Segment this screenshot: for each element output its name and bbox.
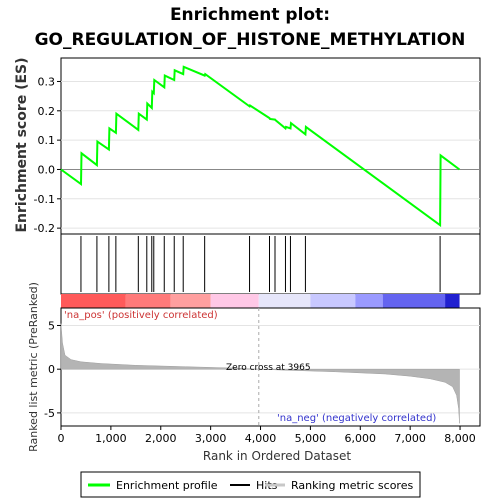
ranking-bar-segment [445, 294, 460, 308]
es-y-tick-label: -0.1 [34, 193, 55, 206]
chart-title-line1: Enrichment plot: [170, 5, 330, 25]
es-panel-frame [60, 57, 481, 235]
x-tick-label: 7,000 [394, 432, 426, 445]
es-y-tick-label: 0.0 [38, 163, 56, 176]
legend-enrichment-label: Enrichment profile [116, 479, 218, 492]
es-y-tick-label: 0.1 [38, 134, 56, 147]
positive-correlation-label: 'na_pos' (positively correlated) [64, 310, 218, 321]
ranking-metric-area [60, 323, 460, 424]
metric-y-tick-label: 0 [48, 363, 55, 376]
hits-panel-frame [60, 233, 481, 295]
metric-y-tick-label: 5 [48, 319, 55, 332]
metric-y-tick-label: -5 [44, 407, 55, 420]
legend-frame [80, 471, 421, 498]
hits-lines [80, 236, 441, 292]
ranking-bar-segment [61, 294, 126, 308]
metric-x-axis: 0 1,000 2,000 3,000 4,000 5,000 6,000 7,000 8,00… [58, 426, 476, 445]
es-y-axis: -0.2 -0.1 0.0 0.1 0.2 0.3 [34, 75, 61, 235]
es-y-axis-label: Enrichment score (ES) [14, 57, 30, 232]
x-tick-label: 5,000 [295, 432, 327, 445]
x-tick-label: 1,000 [95, 432, 127, 445]
x-tick-label: 0 [58, 432, 65, 445]
ranking-bar-segment [310, 294, 356, 308]
x-tick-label: 2,000 [145, 432, 177, 445]
es-y-tick-label: -0.2 [34, 222, 55, 235]
ranking-bar-segment [125, 294, 171, 308]
ranking-color-bar [61, 294, 460, 308]
legend: Enrichment profile Hits Ranking metric s… [80, 471, 421, 498]
es-gridlines [61, 80, 480, 229]
x-tick-label: 4,000 [245, 432, 277, 445]
enrichment-profile-line [60, 65, 461, 228]
es-y-tick-label: 0.3 [38, 75, 56, 88]
metric-y-axis-label: Ranked list metric (PreRanked) [27, 282, 40, 452]
x-tick-label: 3,000 [195, 432, 227, 445]
zero-cross-label: Zero cross at 3965 [226, 363, 311, 373]
x-tick-label: 8,000 [444, 432, 476, 445]
ranking-bar-segment [210, 294, 259, 308]
metric-y-axis: -5 0 5 [44, 319, 61, 420]
ranking-bar-segment [258, 294, 311, 308]
x-axis-label: Rank in Ordered Dataset [203, 449, 351, 463]
chart-title-line2: GO_REGULATION_OF_HISTONE_METHYLATION [35, 30, 466, 50]
ranking-bar-segment [170, 294, 211, 308]
x-tick-label: 6,000 [345, 432, 377, 445]
es-y-tick-label: 0.2 [38, 105, 56, 118]
negative-correlation-label: 'na_neg' (negatively correlated) [277, 413, 436, 424]
legend-metric-label: Ranking metric scores [291, 479, 413, 492]
ranking-bar-segment [382, 294, 446, 308]
ranking-bar-segment [355, 294, 383, 308]
